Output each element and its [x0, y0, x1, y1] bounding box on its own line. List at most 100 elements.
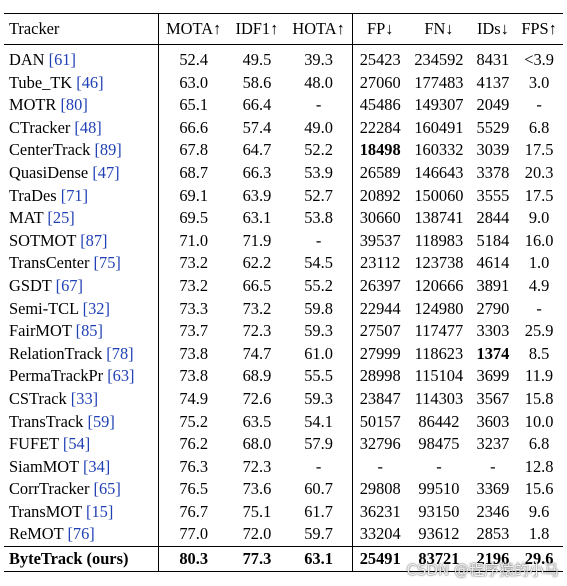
cell-hota: 59.7 — [304, 524, 333, 544]
cell-fp: 39537 — [352, 229, 408, 253]
cell-fp: 23112 — [352, 252, 408, 275]
cell-ids: 2844 — [476, 208, 510, 228]
col-fps: FPS↑ — [515, 13, 563, 45]
cell-idf1: 77.3 — [228, 546, 285, 573]
tracker-name: TransCenter — [9, 253, 90, 273]
cell-ids: 3567 — [476, 388, 510, 408]
cell-ids: 4614 — [476, 253, 510, 273]
cell-idf1: 63.5 — [242, 411, 272, 431]
citation-link[interactable]: [63] — [107, 366, 135, 386]
cell-fp: 45486 — [352, 94, 408, 117]
col-fp: FP↓ — [352, 13, 408, 45]
table-row: TraDes [71] 69.1 63.9 52.7 20892 150060 3555 17… — [4, 184, 563, 208]
cell-idf1: 72.3 — [242, 321, 272, 341]
tracker-name: TransTrack — [9, 411, 84, 431]
table-row: MAT [25] 69.5 63.1 53.8 30660 138741 2844 9.0 — [4, 207, 563, 230]
cell-ids: 2196 — [470, 546, 516, 573]
tracker-name: Tube_TK — [9, 72, 73, 92]
table-row: RelationTrack [78] 73.8 74.7 61.0 27999 11862… — [4, 342, 563, 366]
cell-idf1: 73.2 — [242, 298, 272, 318]
header-row: Tracker MOTA↑ IDF1↑ HOTA↑ FP↓ FN↓ IDs↓ F… — [4, 13, 563, 45]
cell-fn: 98475 — [418, 434, 460, 454]
col-hota: HOTA↑ — [284, 13, 353, 45]
citation-link[interactable]: [33] — [70, 388, 99, 408]
cell-fn: 150060 — [414, 185, 464, 205]
cell-fp: 27060 — [352, 71, 408, 95]
tracker-name: FUFET — [9, 434, 59, 454]
cell-fps: - — [536, 95, 542, 115]
table-row: QuasiDense [47] 68.7 66.3 53.9 26589 146643 33… — [4, 161, 563, 185]
watermark: CSDN @程序猿的小马 — [406, 561, 559, 579]
tracker-cell: ReMOT [76] — [4, 523, 158, 546]
table-row-ours: ByteTrack (ours) 80.3 77.3 63.1 25491 83… — [4, 546, 563, 573]
cell-fn: 177483 — [414, 72, 464, 92]
cell-ids: 5184 — [476, 230, 510, 250]
cell-fps: 16.0 — [524, 230, 554, 250]
cell-fp: 26397 — [352, 274, 408, 298]
results-body: DAN [61] 52.4 49.5 39.3 25423 234592 8431 <3.9 T… — [4, 44, 563, 573]
tracker-name: GSDT — [9, 275, 52, 295]
citation-link[interactable]: [85] — [75, 321, 103, 341]
citation-link[interactable]: [76] — [67, 524, 95, 544]
cell-fn: 234592 — [414, 50, 464, 69]
cell-hota: 48.0 — [304, 72, 333, 92]
tracker-cell: RelationTrack [78] — [4, 343, 158, 366]
cell-idf1: 62.2 — [242, 253, 272, 273]
cell-fps: 6.8 — [528, 117, 550, 137]
cell-mota: 73.2 — [157, 252, 229, 275]
tracker-cell: DAN [61] — [4, 45, 158, 72]
citation-link[interactable]: [80] — [60, 95, 88, 115]
citation-link[interactable]: [46] — [76, 72, 104, 92]
tracker-name: TransMOT — [9, 501, 82, 521]
cell-hota: 59.8 — [304, 298, 333, 318]
citation-link[interactable]: [75] — [93, 253, 121, 273]
cell-hota: - — [315, 95, 322, 115]
cell-mota: 69.1 — [157, 184, 229, 208]
citation-link[interactable]: [32] — [82, 298, 110, 318]
cell-hota: 59.3 — [304, 388, 333, 408]
cell-ids: 2049 — [476, 95, 510, 115]
citation-link[interactable]: [54] — [62, 434, 91, 454]
citation-link[interactable]: [48] — [74, 117, 102, 137]
citation-link[interactable]: [78] — [106, 343, 134, 363]
citation-link[interactable]: [71] — [60, 185, 89, 205]
table-row: CorrTracker [65] 76.5 73.6 60.7 29808 99510 33… — [4, 478, 563, 501]
citation-link[interactable]: [67] — [55, 275, 83, 295]
cell-fps: 17.5 — [524, 140, 554, 160]
tracker-cell: PermaTrackPr [63] — [4, 365, 158, 388]
cell-hota: 55.2 — [304, 275, 333, 295]
cell-hota: - — [315, 456, 322, 476]
cell-fn: 93612 — [418, 524, 460, 544]
citation-link[interactable]: [59] — [87, 411, 115, 431]
citation-link[interactable]: [65] — [93, 479, 121, 499]
citation-link[interactable]: [15] — [85, 501, 114, 521]
cell-fp: 33204 — [352, 523, 408, 547]
tracker-name: Semi-TCL — [9, 298, 79, 318]
citation-link[interactable]: [34] — [82, 456, 111, 476]
cell-ids: 2346 — [476, 501, 510, 521]
cell-fps: 3.0 — [528, 72, 550, 92]
cell-mota: 67.8 — [157, 139, 229, 162]
table-row: SiamMOT [34] 76.3 72.3- - - -12.8 — [4, 455, 563, 479]
cell-idf1: 68.0 — [242, 434, 272, 454]
citation-link[interactable]: [89] — [94, 140, 122, 160]
cell-fn: 146643 — [414, 162, 464, 182]
cell-fn: 117477 — [414, 321, 464, 341]
cell-fn: 83721 — [407, 546, 471, 573]
cell-fps: 1.0 — [528, 253, 550, 273]
table-row: CTracker [48] 66.6 57.4 49.0 22284 160491 5529… — [4, 116, 563, 140]
citation-link[interactable]: [87] — [80, 230, 108, 250]
cell-fps: 9.6 — [528, 501, 550, 521]
cell-mota: 73.3 — [157, 297, 229, 321]
cell-idf1: 66.3 — [242, 162, 272, 182]
citation-link[interactable]: [25] — [47, 208, 75, 228]
tracker-cell: CSTrack [33] — [4, 388, 158, 411]
tracker-cell: Semi-TCL [32] — [4, 298, 158, 321]
cell-fn: 93150 — [418, 501, 460, 521]
cell-idf1: 71.9 — [242, 230, 272, 250]
cell-fp: 30660 — [352, 207, 408, 230]
citation-link[interactable]: [47] — [92, 162, 120, 182]
cell-idf1: 57.4 — [242, 117, 272, 137]
cell-fp: 25423 — [352, 44, 408, 72]
citation-link[interactable]: [61] — [48, 50, 76, 69]
